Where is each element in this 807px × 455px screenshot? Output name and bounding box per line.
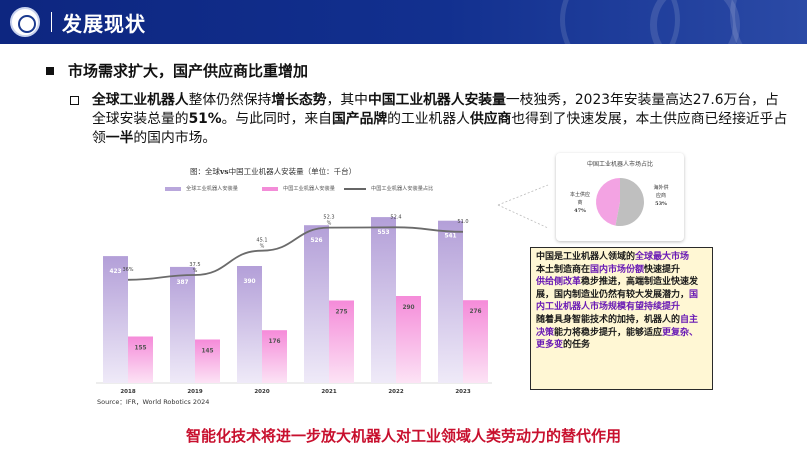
page-title: 发展现状 — [62, 12, 146, 36]
chart-title: 图：全球vs中国工业机器人安装量（单位：千台） — [190, 167, 357, 176]
x-tick-label: 2018 — [120, 389, 135, 395]
university-seal-icon — [10, 7, 40, 37]
body-text: 的国内市场。 — [133, 130, 217, 146]
legend-label-china: 中国工业机器人安装量 — [283, 186, 335, 192]
data-label-china: 155 — [134, 346, 146, 352]
data-label-china: 276 — [469, 309, 481, 315]
bar-global — [237, 266, 262, 383]
callout-point-3: 供给侧改革稳步推进，高端制造业快速发展，国内制造业仍然有较大发展潜力，国内工业机… — [536, 277, 699, 313]
bar-china — [463, 300, 488, 383]
pie-connector-line — [497, 204, 549, 229]
gear-decoration-icon — [730, 0, 807, 44]
body-text: 。与此同时，来自 — [221, 111, 332, 127]
bar-global — [304, 225, 329, 383]
callout-point-4: 随着具身智能技术的加持，机器人的自主决策能力将稳步提升，能够适应更复杂、更多变的… — [536, 314, 699, 351]
hollow-square-bullet-icon — [70, 96, 79, 105]
emphasis-text: 供应商 — [469, 111, 512, 127]
conclusion-text: 智能化技术将进一步放大机器人对工业领域人类劳动力的替代作用 — [185, 427, 621, 445]
data-label-china: 145 — [201, 349, 213, 355]
x-tick-label: 2022 — [388, 389, 403, 395]
callout-point-1: 中国是工业机器人领域的全球最大市场 — [536, 252, 690, 262]
pie-label-domestic: 本土供应 商 47% — [569, 192, 590, 214]
market-share-pie — [596, 178, 644, 226]
pie-label-foreign: 海外供 应商 53% — [653, 185, 669, 207]
emphasis-text: 国产品牌 — [331, 111, 388, 127]
data-label-share: 45.1% — [256, 238, 267, 250]
legend-china: 中国工业机器人安装量 — [262, 185, 335, 192]
legend-line-share — [344, 187, 366, 190]
data-label-share: 36% — [122, 267, 133, 273]
legend-swatch-china — [262, 186, 278, 191]
summary-callout: 中国是工业机器人领域的全球最大市场 本土制造商在国内市场份额快速提升 供给侧改革… — [530, 247, 713, 390]
x-tick-label: 2023 — [455, 389, 470, 395]
data-label-china: 275 — [335, 310, 347, 316]
bullet-paragraph: 全球工业机器人整体仍然保持增长态势，其中中国工业机器人安装量一枝独秀，2023年… — [70, 91, 790, 148]
header-bar: 发展现状 — [0, 0, 807, 44]
x-tick-label: 2019 — [187, 389, 202, 395]
emphasis-text: 一半 — [105, 130, 134, 146]
data-label-global: 387 — [176, 280, 188, 286]
body-text: 也得到了快速发展，本土供应商已经接近乎占领 — [92, 111, 788, 146]
emphasis-text: 增长态势 — [271, 92, 327, 108]
body-text: ，其中 — [326, 92, 368, 108]
section-heading: 市场需求扩大，国产供应商比重增加 — [46, 60, 308, 81]
data-label-share: 52.3% — [323, 215, 334, 227]
x-tick-label: 2020 — [254, 389, 269, 395]
bar-global — [103, 256, 128, 383]
bar-china — [128, 336, 153, 383]
legend-label-share: 中国工业机器人安装量占比 — [371, 186, 434, 192]
bar-global — [371, 217, 396, 383]
data-label-share: 52.4 — [390, 214, 401, 220]
legend-global: 全球工业机器人安装量 — [165, 185, 238, 192]
market-share-pie-box: 中国工业机器人市场占比 本土供应 商 47% 海外供 应商 53% — [556, 153, 684, 241]
data-label-global: 423 — [109, 269, 121, 275]
legend-swatch-global — [165, 186, 181, 191]
data-label-china: 176 — [268, 339, 280, 345]
header-divider — [51, 12, 52, 32]
pie-slice — [596, 178, 620, 226]
emphasis-text: 51% — [188, 111, 222, 127]
chart-source: Source：IFR，World Robotics 2024 — [97, 398, 210, 406]
section-title: 市场需求扩大，国产供应商比重增加 — [68, 62, 309, 80]
pie-title: 中国工业机器人市场占比 — [586, 161, 653, 168]
body-text: 整体仍然保持 — [188, 92, 272, 108]
body-text: 一枝独秀，2023年安装量高达27.6万台，占全球安装总量的 — [92, 92, 779, 127]
pie-slice — [615, 178, 644, 226]
data-label-global: 390 — [243, 279, 255, 285]
callout-point-2: 本土制造商在国内市场份额快速提升 — [536, 264, 681, 275]
share-line — [127, 226, 464, 281]
square-bullet-icon — [46, 66, 54, 75]
bar-global — [438, 220, 463, 383]
data-label-global: 541 — [444, 234, 456, 240]
data-label-global: 553 — [377, 230, 389, 236]
bar-china — [262, 330, 287, 383]
bar-china — [396, 296, 421, 383]
bar-china — [329, 300, 354, 383]
data-label-share: 51.0 — [457, 219, 468, 225]
data-label-global: 526 — [310, 238, 322, 244]
pie-connector-line — [497, 184, 549, 206]
data-label-share: 37.5% — [189, 262, 200, 274]
body-text: 的工业机器人 — [387, 111, 470, 127]
emphasis-text: 中国工业机器人安装量 — [367, 92, 506, 108]
emphasis-text: 全球工业机器人 — [92, 92, 189, 108]
legend-share: 中国工业机器人安装量占比 — [344, 185, 433, 192]
bar-global — [170, 266, 195, 383]
bullet-text: 全球工业机器人整体仍然保持增长态势，其中中国工业机器人安装量一枝独秀，2023年… — [92, 91, 790, 148]
bar-china — [195, 339, 220, 383]
x-tick-label: 2021 — [321, 389, 336, 395]
legend-label-global: 全球工业机器人安装量 — [186, 186, 238, 192]
data-label-china: 290 — [402, 305, 414, 311]
